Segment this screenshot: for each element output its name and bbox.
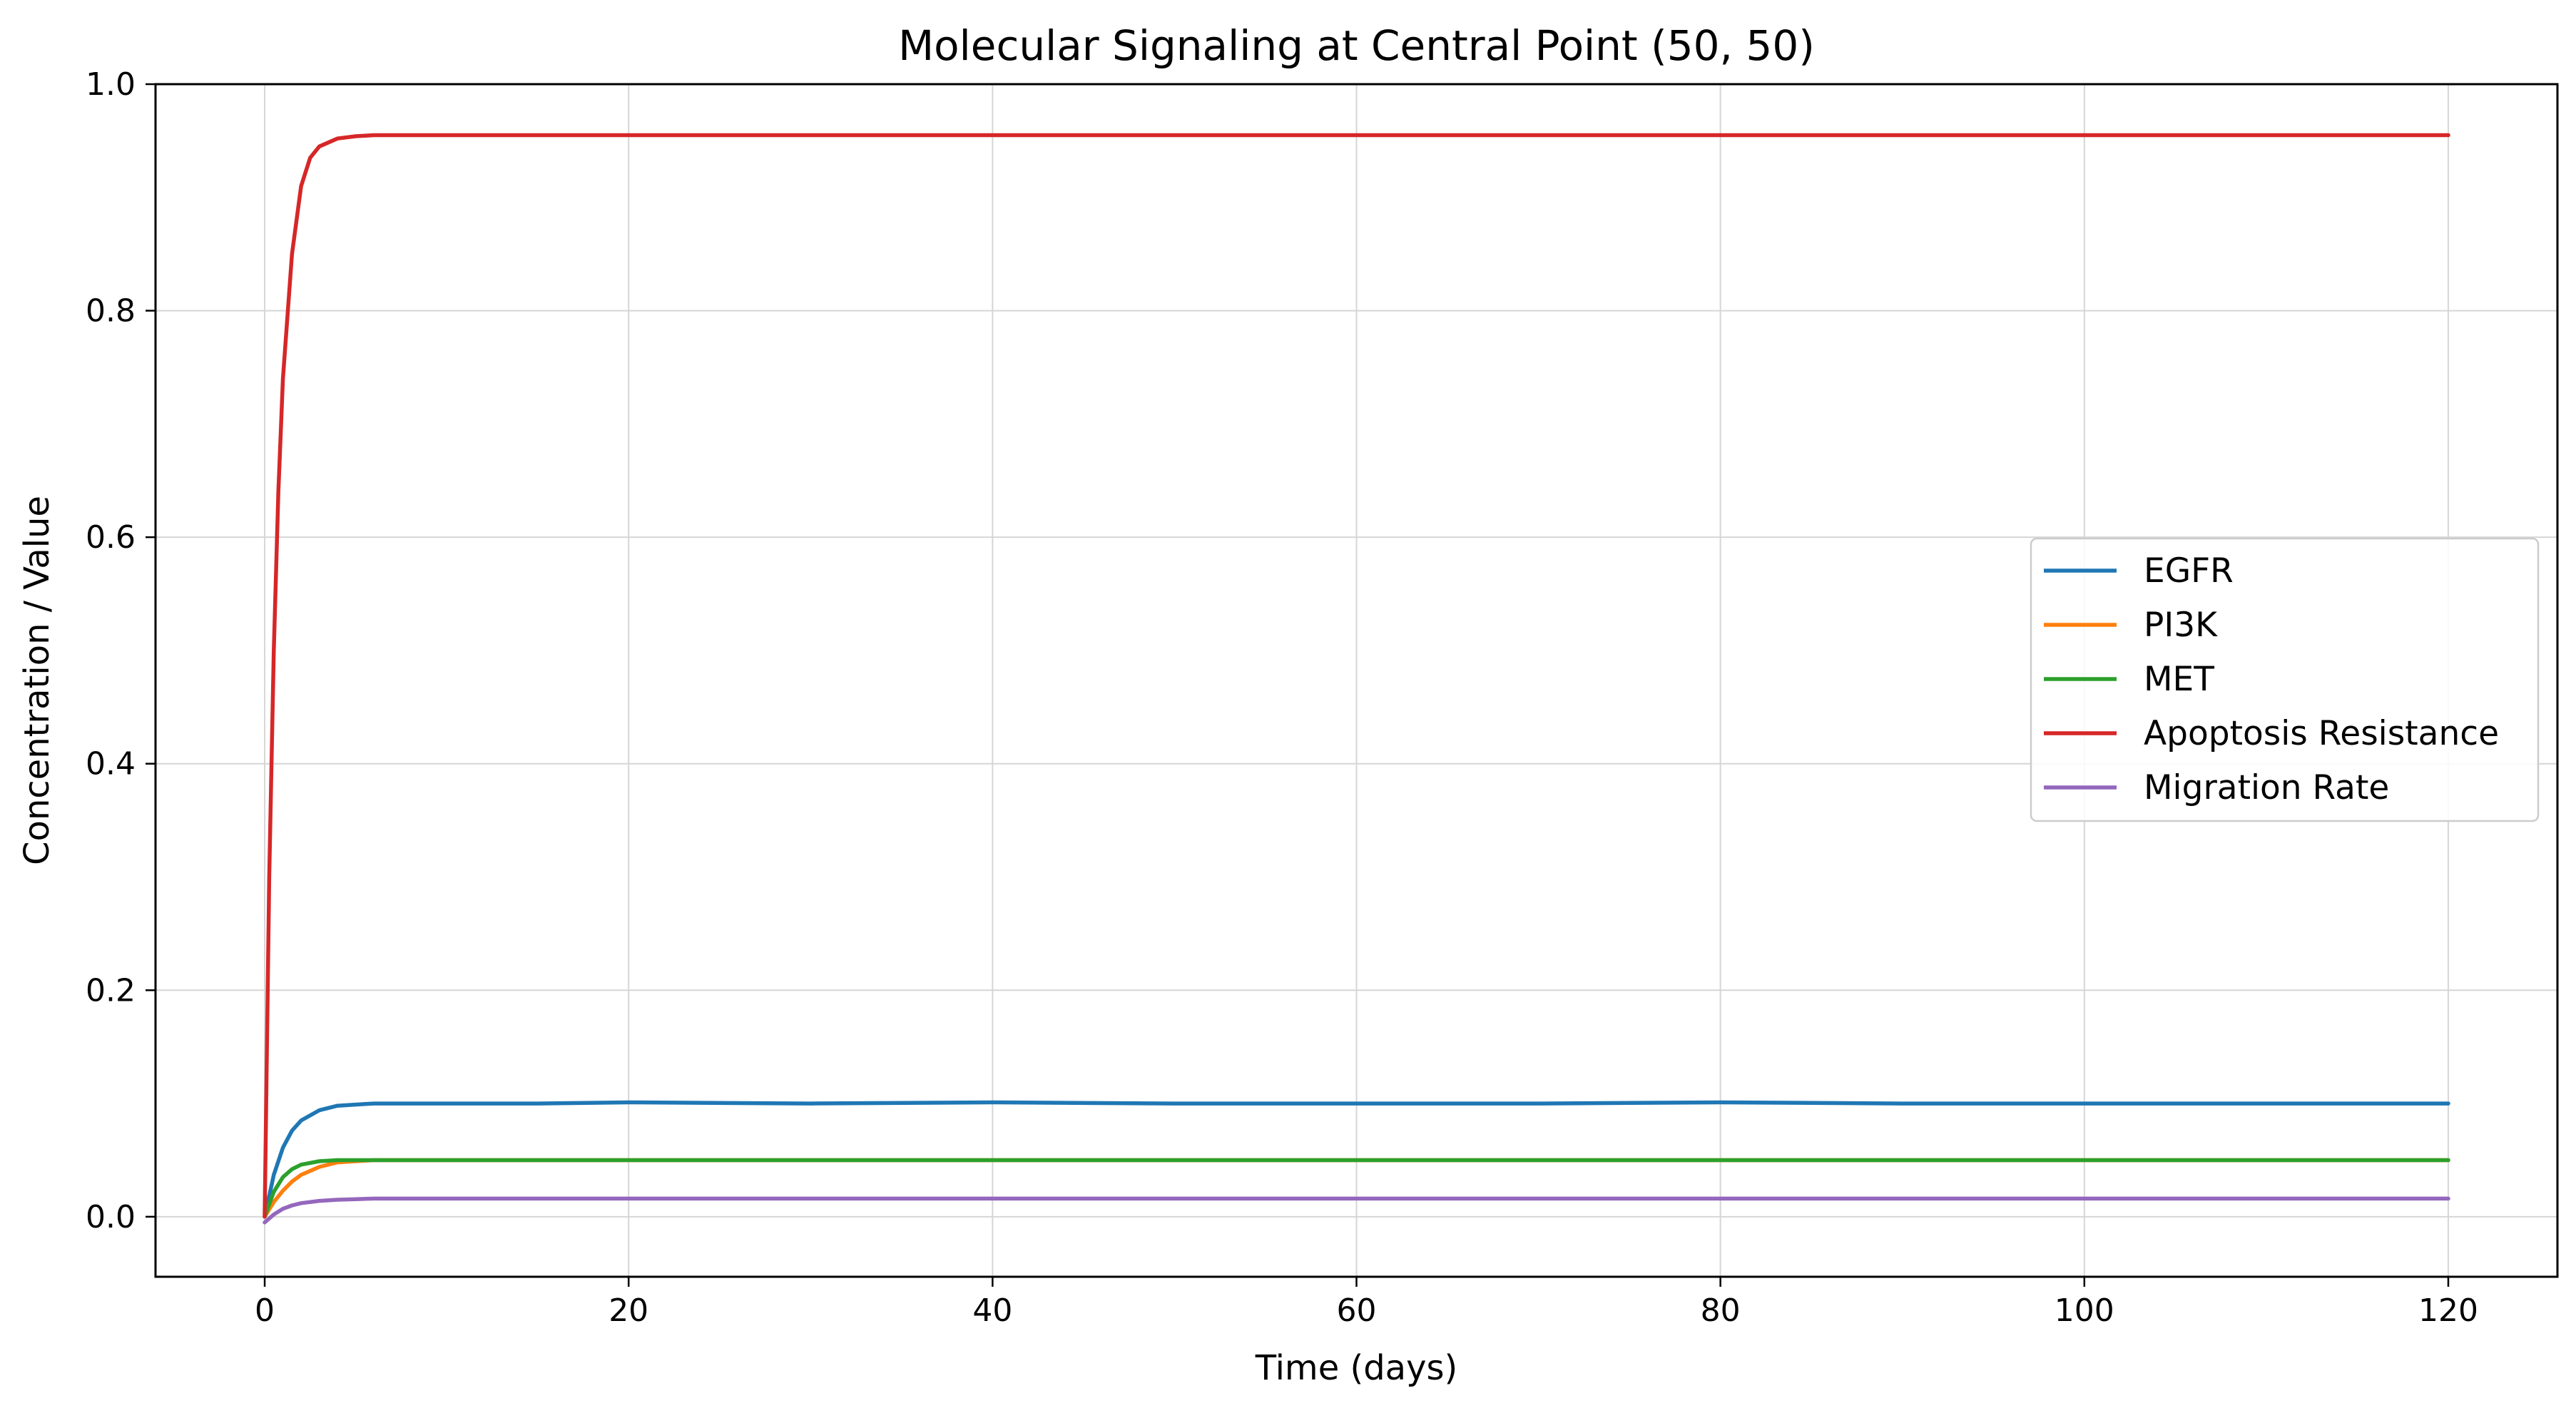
x-axis-label: Time (days)	[1255, 1348, 1457, 1388]
legend-label-egfr: EGFR	[2144, 551, 2234, 591]
legend-label-apoptosis-resistance: Apoptosis Resistance	[2144, 714, 2499, 753]
series-line-met	[263, 1158, 2450, 1219]
x-tick-label: 40	[972, 1292, 1012, 1329]
x-tick-label: 0	[255, 1292, 275, 1329]
y-axis-label: Concentration / Value	[17, 496, 57, 865]
x-tick-label: 80	[1701, 1292, 1741, 1329]
x-tick-label: 120	[2418, 1292, 2478, 1329]
series-line-apoptosis-resistance	[263, 133, 2450, 1219]
legend: EGFR PI3K MET Apoptosis Resistance Migration…	[2030, 537, 2540, 822]
y-axis-ticks: 0.0 0.2 0.4 0.6 0.8 1.0	[86, 66, 156, 1235]
series-lines	[263, 133, 2450, 1225]
y-tick-label: 1.0	[86, 66, 136, 103]
y-tick-label: 0.0	[86, 1199, 136, 1235]
y-tick-label: 0.6	[86, 519, 136, 556]
y-tick-label: 0.4	[86, 746, 136, 782]
legend-entries: EGFR PI3K MET Apoptosis Resistance Migration…	[2044, 551, 2499, 807]
x-axis-ticks: 0 20 40 60 80 100 120	[255, 1277, 2478, 1329]
legend-label-met: MET	[2144, 660, 2214, 699]
chart-title: Molecular Signaling at Central Point (50…	[898, 21, 1815, 70]
y-tick-label: 0.2	[86, 972, 136, 1009]
legend-label-migration-rate: Migration Rate	[2144, 768, 2389, 807]
legend-box	[2030, 537, 2540, 822]
x-tick-label: 60	[1337, 1292, 1377, 1329]
x-tick-label: 20	[609, 1292, 648, 1329]
y-tick-label: 0.8	[86, 293, 136, 330]
x-tick-label: 100	[2055, 1292, 2114, 1329]
series-line-egfr	[263, 1100, 2450, 1219]
legend-label-pi3k: PI3K	[2144, 606, 2218, 645]
series-line-migration-rate	[263, 1196, 2450, 1225]
